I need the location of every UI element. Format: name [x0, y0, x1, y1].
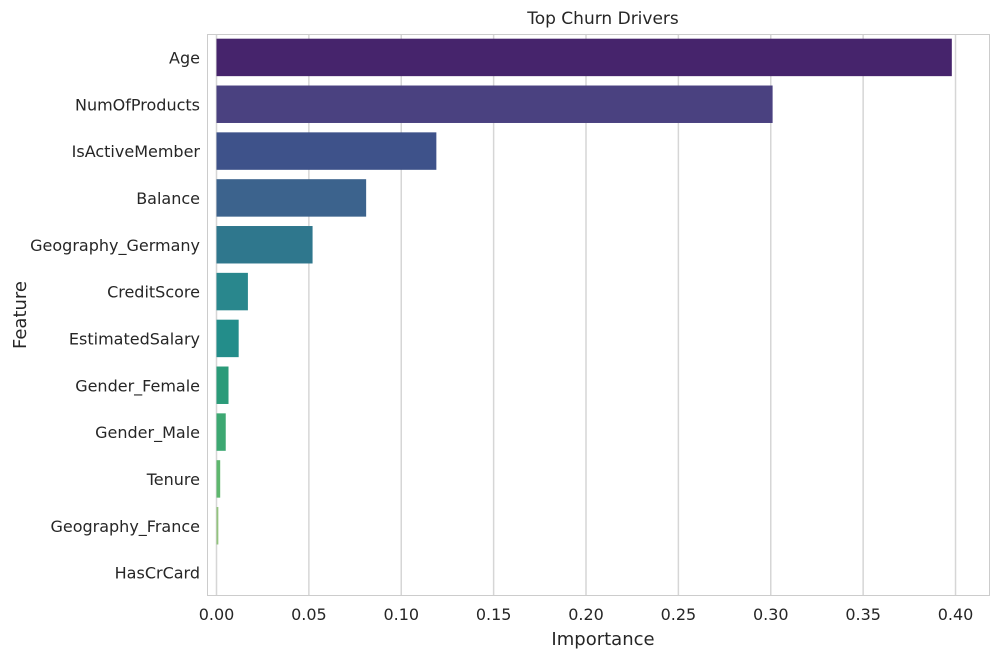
x-tick-label: 0.00	[199, 605, 235, 624]
x-tick-label: 0.35	[845, 605, 881, 624]
bar	[216, 38, 952, 77]
y-tick-label: HasCrCard	[115, 564, 200, 583]
y-tick-label: Tenure	[146, 470, 200, 489]
y-tick-label: Gender_Male	[95, 423, 200, 443]
y-tick-label: Balance	[136, 189, 200, 208]
bar	[216, 272, 248, 311]
x-tick-label: 0.30	[753, 605, 789, 624]
y-tick-labels: Age NumOfProducts IsActiveMember Balance Geo…	[30, 48, 200, 582]
y-tick-label: CreditScore	[107, 283, 200, 302]
y-tick-label: Age	[169, 48, 200, 67]
bars	[216, 38, 952, 545]
x-tick-labels: 0.00 0.05 0.10 0.15 0.20 0.25 0.30 0.35 0.40	[199, 605, 974, 624]
bar	[216, 366, 229, 404]
chart-title: Top Churn Drivers	[526, 9, 679, 29]
y-tick-label: IsActiveMember	[72, 142, 201, 161]
y-tick-label: Geography_Germany	[30, 236, 200, 256]
x-axis-label: Importance	[551, 629, 654, 650]
y-tick-label: Gender_Female	[75, 376, 200, 396]
x-tick-label: 0.20	[568, 605, 604, 624]
x-tick-label: 0.40	[938, 605, 974, 624]
bar	[216, 413, 226, 451]
x-tick-label: 0.15	[476, 605, 512, 624]
y-tick-label: Geography_France	[50, 517, 200, 537]
bar	[216, 460, 221, 498]
x-tick-label: 0.05	[291, 605, 327, 624]
bar	[216, 319, 239, 358]
bar	[216, 226, 313, 264]
y-axis-label: Feature	[10, 281, 31, 349]
x-tick-label: 0.10	[383, 605, 419, 624]
bar	[216, 507, 219, 545]
bar	[216, 85, 773, 123]
x-tick-label: 0.25	[661, 605, 697, 624]
bar	[216, 132, 437, 170]
y-tick-label: EstimatedSalary	[69, 329, 200, 348]
plot-frame	[207, 34, 990, 596]
y-tick-label: NumOfProducts	[75, 95, 200, 114]
bar	[216, 179, 367, 217]
grid-lines	[215, 34, 957, 596]
